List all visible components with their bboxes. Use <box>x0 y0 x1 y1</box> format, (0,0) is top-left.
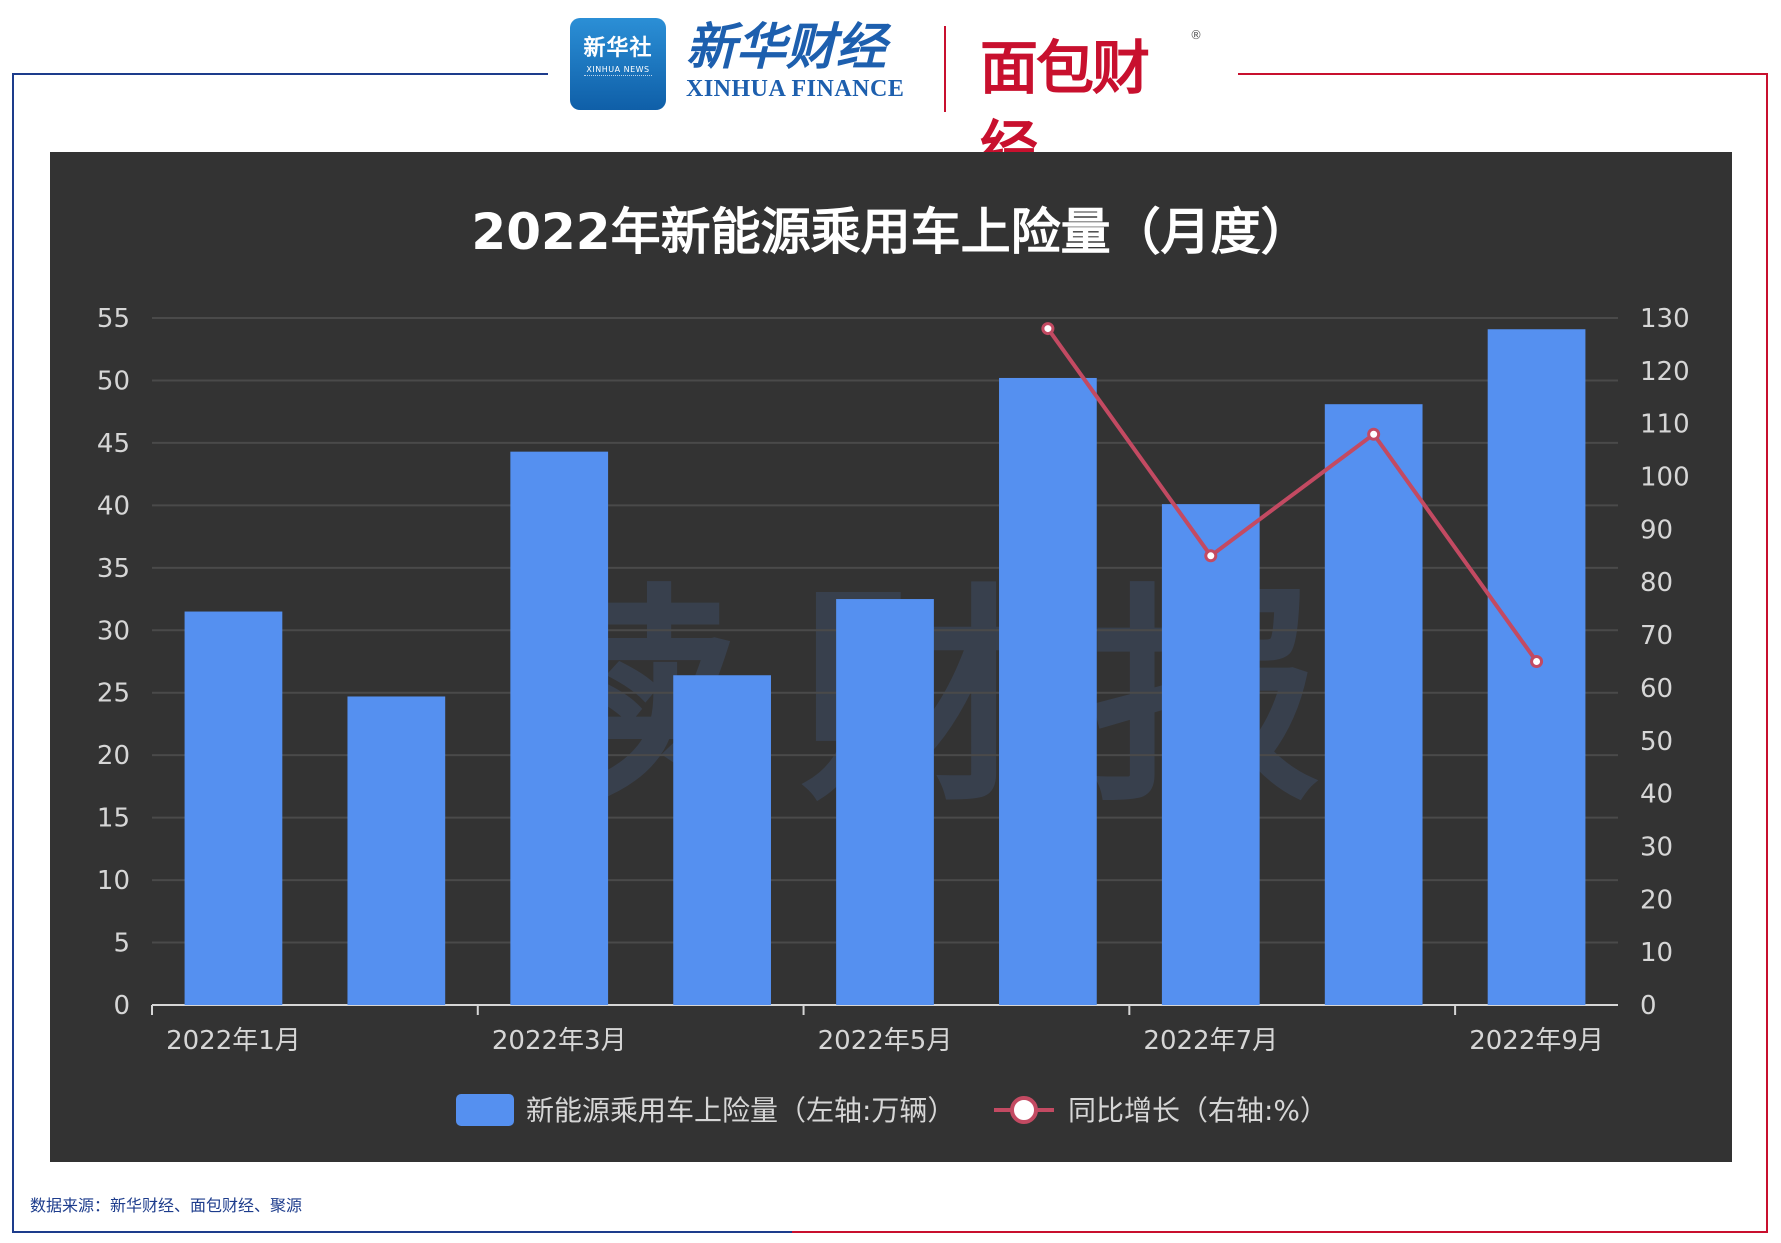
x-tick-label: 2022年9月 <box>1469 1026 1604 1056</box>
bar <box>673 675 771 1005</box>
mianbao-finance-logo: 面包财经 ® <box>980 28 1202 182</box>
growth-point <box>1204 549 1218 563</box>
bar <box>184 611 283 1005</box>
y-left-tick-label: 5 <box>113 929 130 959</box>
mianbao-text: 面包财经 <box>980 34 1150 182</box>
growth-line <box>1046 327 1539 663</box>
chart-panel: 2022年新能源乘用车上险量（月度） 读财报 0 5 10 15 20 25 30 35 40 4… <box>50 152 1732 1162</box>
chart-svg: 0 5 10 15 20 25 30 35 40 45 50 55 0 10 20 30 40 50 60 70 80 9… <box>97 304 1690 1127</box>
y-right-tick-label: 40 <box>1640 780 1673 810</box>
registered-mark: ® <box>1190 28 1202 42</box>
y-right-tick-label: 10 <box>1640 938 1673 968</box>
xinhua-badge-text: 新华社 <box>583 36 653 61</box>
legend-line-marker <box>1010 1096 1038 1124</box>
y-right-tick-label: 20 <box>1640 885 1673 915</box>
y-right-tick-label: 70 <box>1640 621 1673 651</box>
x-tick-label: 2022年7月 <box>1143 1026 1278 1056</box>
frame-right-line <box>1766 73 1768 1233</box>
y-right-tick-label: 80 <box>1640 568 1673 598</box>
y-left-tick-label: 40 <box>97 491 130 521</box>
y-left-tick-label: 25 <box>97 679 130 709</box>
y-right-tick-label: 50 <box>1640 727 1673 757</box>
growth-point <box>1041 322 1055 336</box>
data-source: 数据来源：新华财经、面包财经、聚源 <box>30 1196 303 1215</box>
xinhua-badge-en: XINHUA NEWS <box>586 65 650 74</box>
chart-title: 2022年新能源乘用车上险量（月度） <box>471 203 1311 261</box>
bar <box>1324 404 1423 1005</box>
y-left-tick-label: 10 <box>97 866 130 896</box>
y-right-tick-label: 100 <box>1640 463 1690 493</box>
y-left-tick-label: 45 <box>97 429 130 459</box>
legend-bar-label: 新能源乘用车上险量（左轴:万辆） <box>526 1094 955 1127</box>
legend-line-label: 同比增长（右轴:%） <box>1068 1094 1328 1127</box>
y-left-tick-label: 15 <box>97 804 130 834</box>
logo-divider <box>944 26 946 112</box>
bar <box>1161 504 1260 1005</box>
legend-bar-swatch <box>456 1094 514 1126</box>
y-right-tick-label: 0 <box>1640 991 1657 1021</box>
xinhua-finance-en: XINHUA FINANCE <box>686 76 905 102</box>
y-right-tick-label: 30 <box>1640 832 1673 862</box>
header-logos: 新华社 XINHUA NEWS 新华财经 XINHUA FINANCE 面包财经… <box>570 14 1210 182</box>
y-right-tick-label: 130 <box>1640 304 1690 334</box>
bar <box>510 451 609 1006</box>
network-dots-icon <box>584 75 652 98</box>
x-tick-label: 2022年5月 <box>818 1026 953 1056</box>
y-left-tick-label: 0 <box>113 991 130 1021</box>
y-left-tick-label: 35 <box>97 554 130 584</box>
xinhua-finance-logo: 新华财经 XINHUA FINANCE <box>686 18 906 110</box>
xinhua-finance-cn: 新华财经 <box>686 17 886 76</box>
y-left-tick-label: 20 <box>97 741 130 771</box>
xinhua-news-logo: 新华社 XINHUA NEWS <box>570 18 666 110</box>
frame-top-left-line <box>12 73 548 75</box>
y-left-tick-label: 55 <box>97 304 130 334</box>
bar <box>347 696 446 1005</box>
y-left-tick-label: 30 <box>97 616 130 646</box>
growth-point <box>1367 427 1381 441</box>
growth-point <box>1530 655 1544 668</box>
y-right-tick-label: 60 <box>1640 674 1673 704</box>
y-right-tick-label: 90 <box>1640 515 1673 545</box>
frame-left-line <box>12 73 14 1233</box>
y-right-tick-label: 110 <box>1640 410 1690 440</box>
frame-bottom-left-line <box>12 1231 792 1233</box>
x-tick-label: 2022年1月 <box>166 1026 301 1056</box>
y-left-tick-label: 50 <box>97 366 130 396</box>
frame-bottom-right-line <box>792 1231 1768 1233</box>
bar <box>836 599 934 1005</box>
x-tick-label: 2022年3月 <box>492 1026 627 1056</box>
frame-top-right-line <box>1238 73 1768 75</box>
bar <box>999 377 1097 1005</box>
y-right-tick-label: 120 <box>1640 357 1690 387</box>
